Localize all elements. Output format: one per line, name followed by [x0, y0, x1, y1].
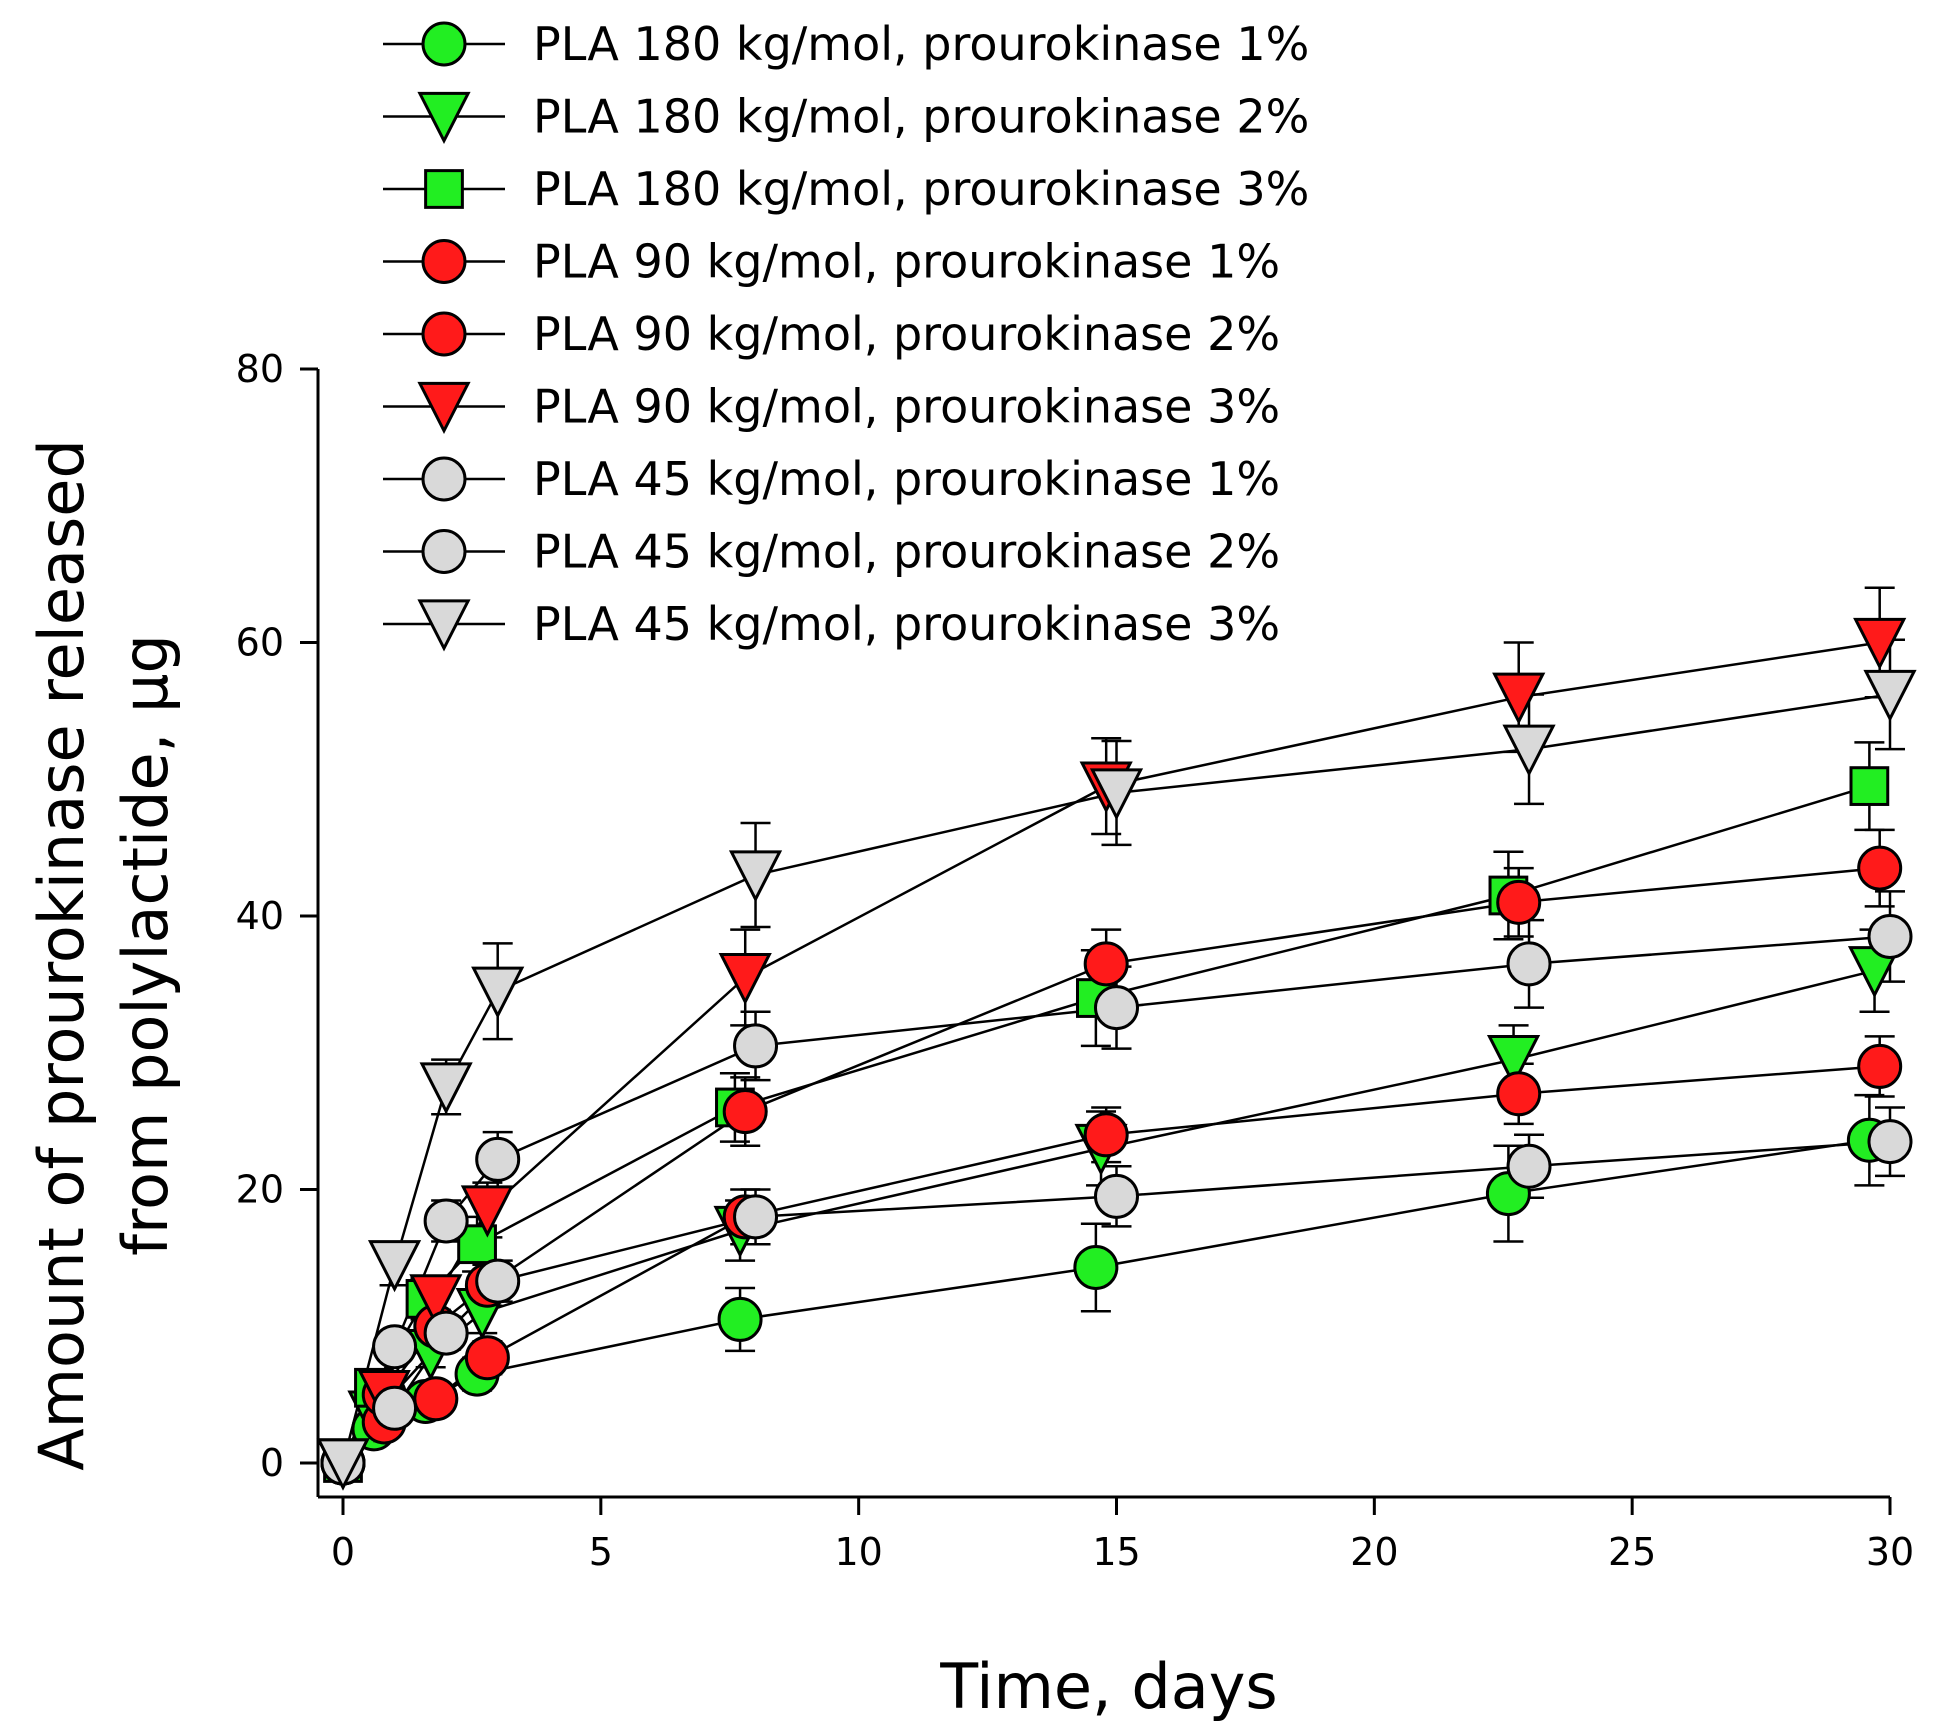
- data-point-series-5: [1857, 845, 1903, 891]
- ticks: 0 5 10 15 20 25 30 0 20 40 60 80: [236, 347, 1915, 1574]
- data-point-series-7: [1506, 1143, 1552, 1189]
- legend-marker: [421, 21, 467, 67]
- data-point-series-6: [409, 1274, 463, 1327]
- legend-entry: PLA 90 kg/mol, prourokinase 2%: [533, 307, 1280, 361]
- y-tick-label: 20: [236, 1168, 284, 1212]
- data-point-series-9: [471, 966, 525, 1019]
- data-point-series-9: [1502, 724, 1556, 777]
- data-point-series-8: [1867, 914, 1913, 960]
- legend-marker: [421, 311, 467, 357]
- series-line-8: [341, 935, 1891, 1464]
- x-tick-label: 25: [1608, 1530, 1656, 1574]
- legend-entry: PLA 90 kg/mol, prourokinase 1%: [533, 235, 1280, 289]
- legend-marker: [417, 91, 471, 145]
- data-point-series-3: [1849, 766, 1890, 806]
- y-tick-label: 0: [260, 1441, 284, 1485]
- legend-marker: [424, 169, 464, 209]
- data-point-series-7: [1867, 1119, 1913, 1165]
- data-point-series-9: [728, 850, 783, 903]
- data-point-series-8: [475, 1136, 521, 1182]
- data-point-series-5: [1083, 941, 1129, 987]
- data-point-series-4: [1083, 1112, 1129, 1158]
- data-point-series-7: [733, 1194, 779, 1240]
- legend-entry: PLA 45 kg/mol, prourokinase 1%: [533, 452, 1280, 506]
- legend: PLA 180 kg/mol, prourokinase 1% PLA 180 k…: [383, 17, 1309, 652]
- data-point-series-8: [1094, 985, 1139, 1031]
- legend-entry: PLA 45 kg/mol, prourokinase 2%: [533, 525, 1280, 579]
- data-point-series-1: [717, 1296, 763, 1342]
- data-point-series-1: [1073, 1244, 1119, 1290]
- y-axis-title-line-2: from polylactide, µg: [109, 634, 182, 1256]
- data-point-series-4: [1857, 1043, 1903, 1089]
- data-point-series-9: [316, 1438, 370, 1491]
- legend-entry: PLA 45 kg/mol, prourokinase 3%: [533, 597, 1280, 651]
- legend-marker: [421, 456, 467, 502]
- data-point-series-8: [423, 1198, 469, 1244]
- data-point-series-9: [419, 1062, 473, 1115]
- data-point-series-7: [423, 1310, 469, 1356]
- series-line-9: [341, 693, 1891, 1464]
- legend-entry: PLA 180 kg/mol, prourokinase 1%: [533, 17, 1309, 71]
- data-point-series-9: [367, 1240, 422, 1293]
- data-markers: [316, 617, 1917, 1491]
- data-point-series-6: [460, 1185, 514, 1238]
- legend-entry: PLA 180 kg/mol, prourokinase 3%: [533, 162, 1309, 216]
- data-point-series-5: [1496, 879, 1542, 925]
- axes: [316, 369, 1890, 1499]
- data-point-series-9: [1863, 669, 1917, 723]
- data-point-series-7: [1094, 1173, 1139, 1219]
- y-axis-title-line-1: Amount of prourokinase released: [25, 439, 98, 1471]
- data-point-series-8: [733, 1023, 779, 1069]
- x-tick-label: 5: [589, 1530, 613, 1574]
- x-tick-label: 0: [331, 1530, 355, 1574]
- x-axis-title: Time, days: [939, 1650, 1278, 1723]
- data-point-series-6: [718, 952, 772, 1006]
- data-point-series-7: [372, 1385, 418, 1431]
- x-tick-label: 30: [1866, 1530, 1914, 1574]
- y-tick-label: 60: [236, 621, 284, 665]
- legend-marker: [421, 239, 467, 284]
- data-point-series-9: [1089, 768, 1144, 821]
- x-tick-label: 10: [834, 1530, 882, 1574]
- y-tick-label: 40: [236, 894, 284, 938]
- legend-entry: PLA 180 kg/mol, prourokinase 2%: [533, 90, 1309, 144]
- data-point-series-4: [1496, 1071, 1542, 1117]
- legend-marker: [421, 529, 467, 574]
- data-point-series-6: [1853, 617, 1907, 671]
- x-tick-label: 15: [1092, 1530, 1140, 1574]
- data-point-series-5: [722, 1089, 768, 1135]
- x-tick-label: 20: [1350, 1530, 1398, 1574]
- data-point-series-8: [1506, 941, 1552, 987]
- data-point-series-8: [372, 1324, 418, 1370]
- data-point-series-6: [1492, 672, 1546, 725]
- legend-marker: [417, 381, 471, 435]
- legend-entry: PLA 90 kg/mol, prourokinase 3%: [533, 380, 1280, 434]
- data-point-series-7: [475, 1258, 521, 1304]
- data-point-series-2: [1486, 1034, 1541, 1088]
- data-point-series-4: [464, 1335, 510, 1381]
- y-tick-label: 80: [236, 347, 284, 391]
- legend-marker: [417, 599, 471, 652]
- data-point-series-4: [413, 1376, 459, 1422]
